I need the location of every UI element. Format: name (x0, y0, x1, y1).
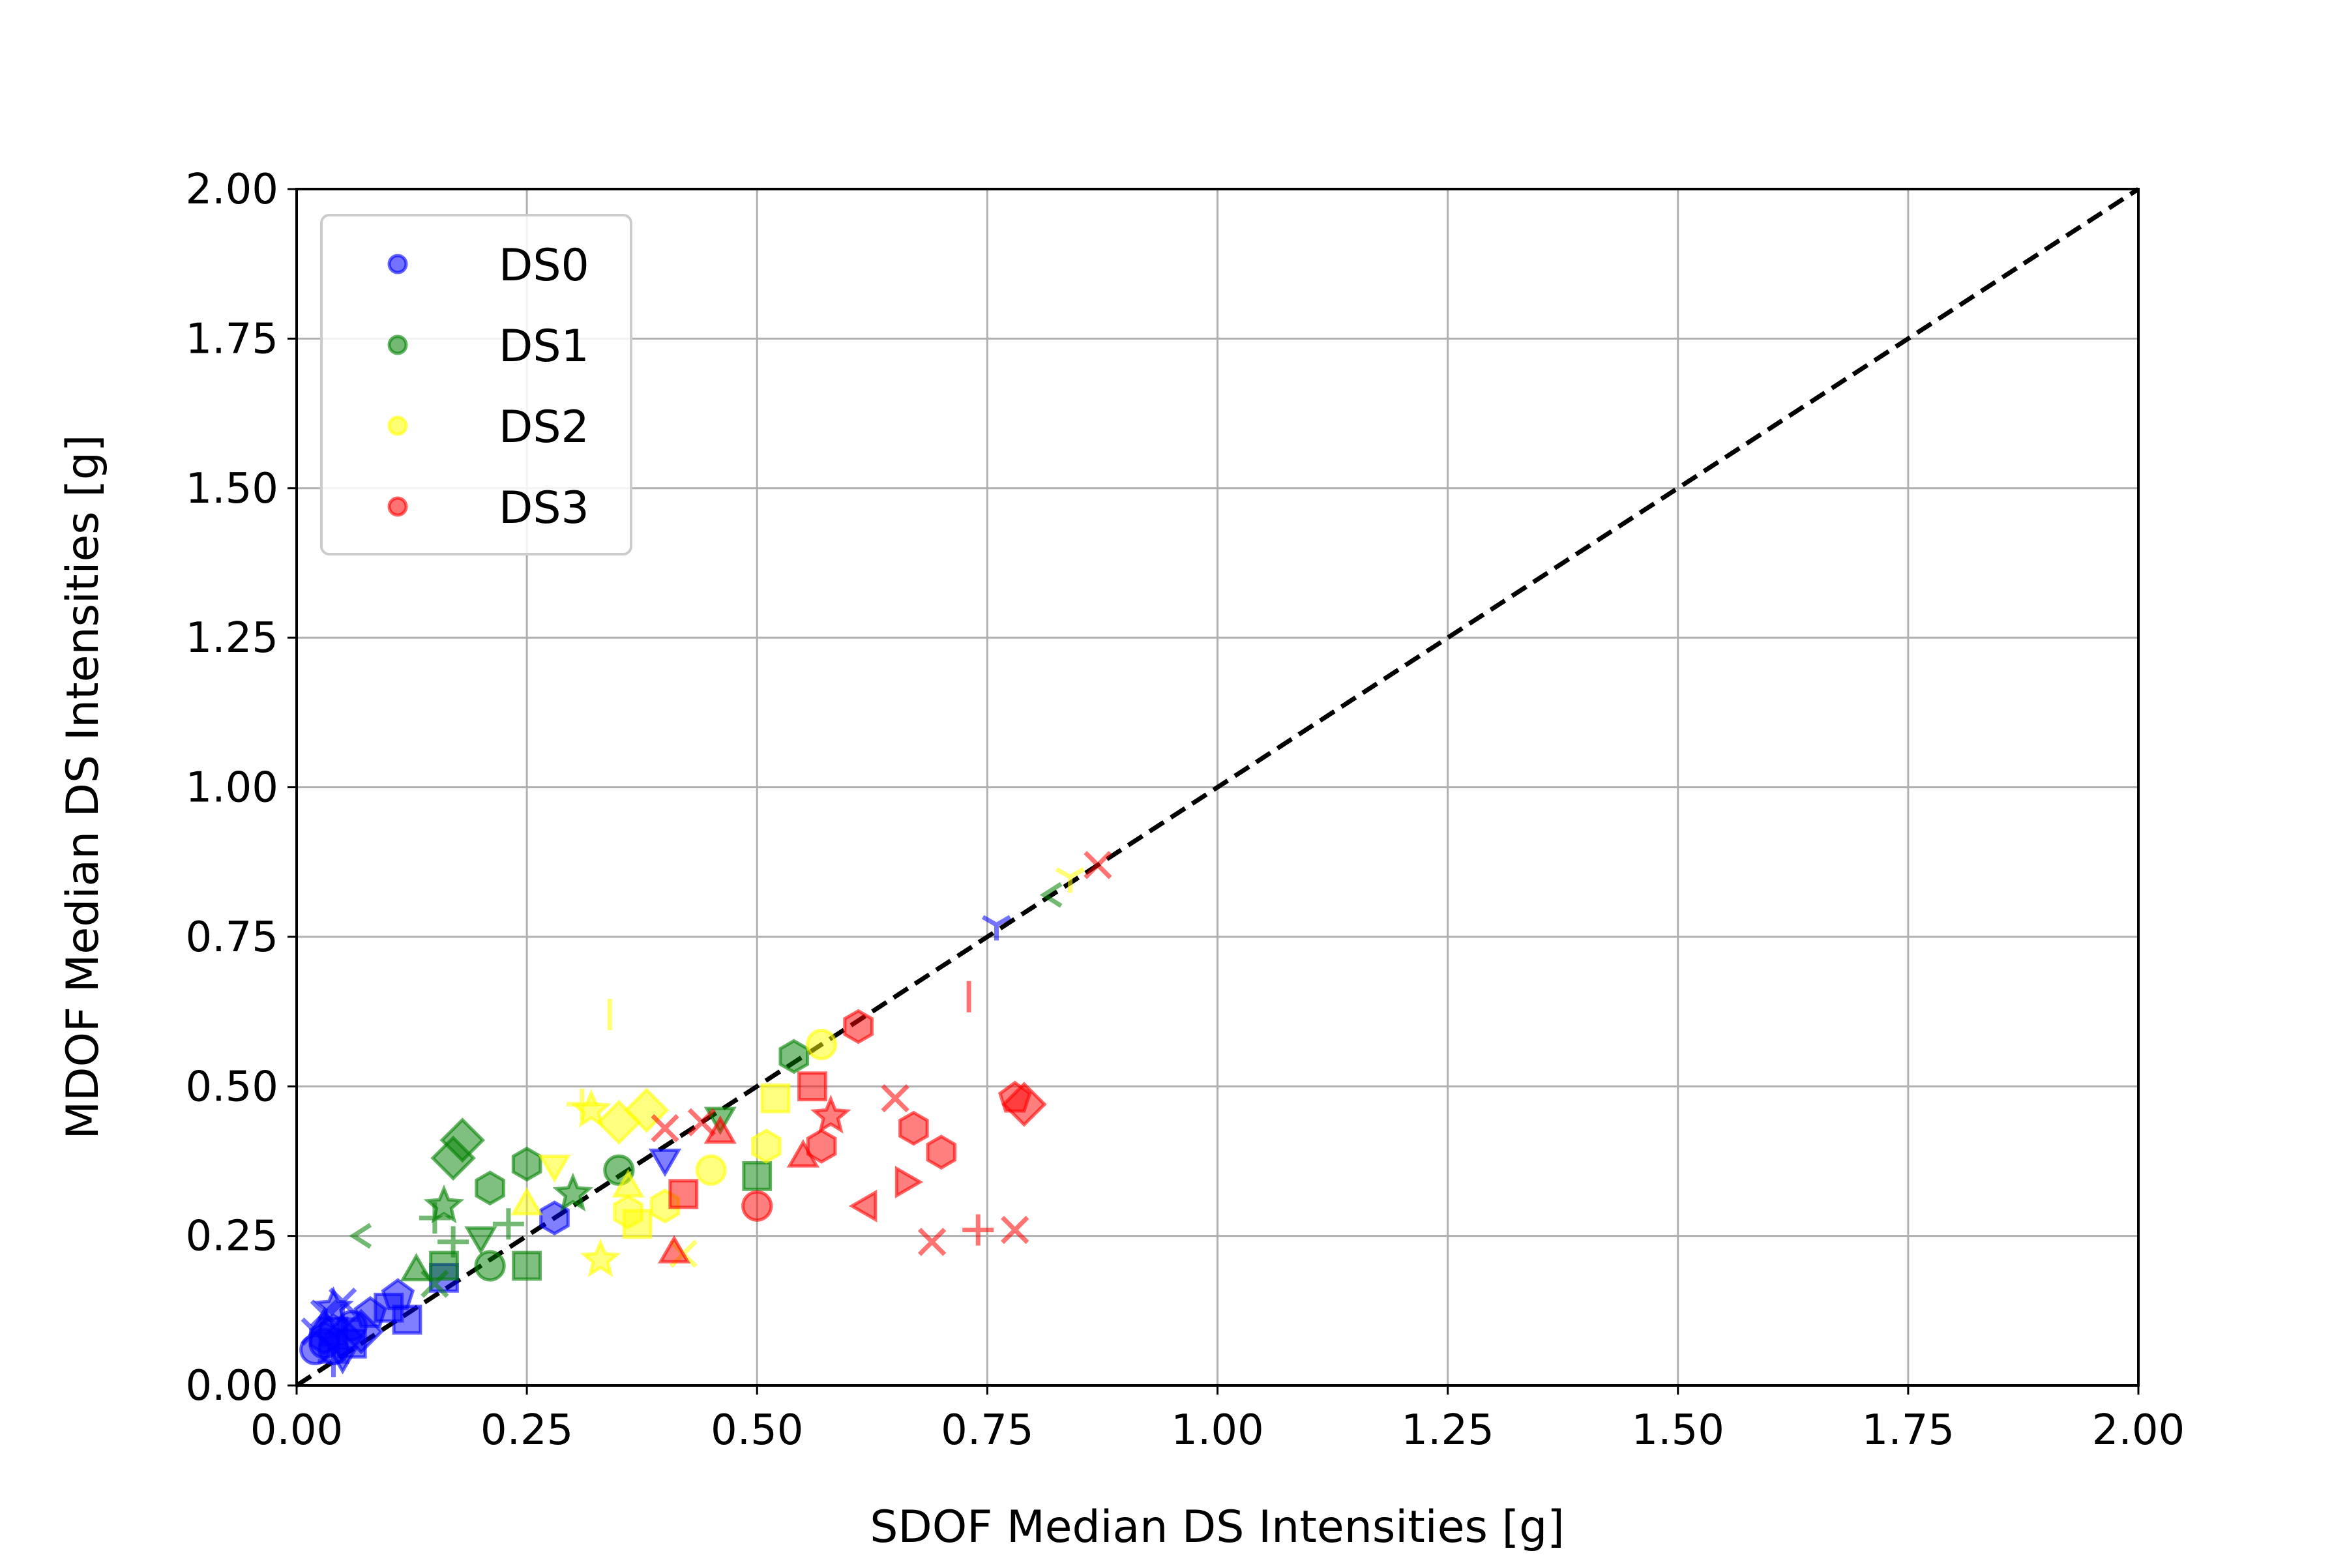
legend: DS0 DS1 DS2 DS3 (320, 214, 632, 555)
data-point (1001, 1082, 1047, 1127)
data-point (917, 1228, 947, 1256)
data-point (810, 1095, 851, 1134)
data-point (622, 1209, 653, 1239)
data-point (423, 1184, 465, 1224)
series-layer (299, 851, 1112, 1378)
data-point (760, 1083, 791, 1114)
legend-marker-ds3 (387, 496, 408, 517)
legend-label-ds3: DS3 (499, 482, 589, 534)
data-point (797, 1071, 827, 1102)
y-axis-label: MDOF Median DS Intensities [g] (57, 434, 109, 1139)
data-point (806, 1129, 837, 1164)
data-point (881, 1084, 909, 1113)
data-point (806, 1028, 838, 1061)
data-point (695, 1154, 727, 1186)
data-point (898, 1110, 929, 1146)
y-tick-label: 0.50 (186, 1063, 279, 1111)
legend-label-ds2: DS2 (499, 402, 589, 453)
y-tick-label: 1.50 (186, 465, 279, 513)
data-point (492, 1208, 524, 1240)
data-point (299, 1333, 331, 1366)
data-point (894, 1165, 924, 1199)
data-point (657, 1235, 691, 1264)
data-point (1001, 1215, 1029, 1245)
legend-label-ds1: DS1 (499, 321, 589, 372)
x-tick-label: 0.50 (711, 1406, 804, 1455)
y-axis-ticks: 0.00 0.25 0.50 0.75 1.00 1.25 1.50 1.75 2.00 (186, 166, 297, 1410)
x-tick-label: 1.25 (1401, 1406, 1494, 1455)
data-point (510, 1187, 544, 1216)
series-ds3 (651, 851, 1112, 1264)
legend-label-ds0: DS0 (499, 240, 589, 291)
x-tick-label: 1.50 (1632, 1406, 1725, 1455)
x-tick-label: 0.75 (941, 1406, 1034, 1455)
data-point (751, 1129, 782, 1164)
legend-marker-ds1 (387, 334, 408, 355)
data-point (962, 1214, 994, 1246)
y-tick-label: 1.75 (186, 315, 279, 363)
y-tick-label: 1.00 (186, 764, 279, 812)
y-tick-label: 2.00 (186, 166, 279, 214)
y-tick-label: 0.75 (186, 913, 279, 962)
x-axis-ticks: 0.00 0.25 0.50 0.75 1.00 1.25 1.50 1.75 2.00 (250, 1385, 2185, 1455)
y-tick-label: 0.00 (186, 1362, 279, 1410)
data-point (475, 1170, 505, 1206)
data-point (981, 915, 1012, 941)
data-point (439, 1117, 486, 1163)
legend-marker-ds0 (387, 254, 408, 274)
x-axis-label: SDOF Median DS Intensities [g] (870, 1501, 1565, 1553)
data-point (538, 1155, 571, 1183)
data-point (1039, 881, 1063, 908)
x-tick-label: 0.25 (480, 1406, 574, 1455)
legend-marker-ds2 (387, 415, 408, 436)
data-point (742, 1161, 773, 1191)
reference-line-1to1 (295, 187, 2140, 1387)
data-point (392, 1305, 422, 1335)
data-point (552, 1172, 594, 1212)
x-tick-label: 2.00 (2092, 1406, 2185, 1455)
data-point (1055, 867, 1085, 893)
reference-line-layer (295, 187, 2140, 1387)
x-tick-label: 0.00 (250, 1406, 344, 1455)
data-point (511, 1146, 542, 1182)
data-point (349, 1222, 372, 1249)
y-tick-label: 0.25 (186, 1213, 279, 1261)
data-point (668, 1179, 699, 1209)
series-ds2 (510, 867, 1085, 1277)
data-point (1084, 851, 1112, 880)
legend-box (320, 214, 632, 555)
data-point (429, 1250, 459, 1281)
x-tick-label: 1.00 (1171, 1406, 1264, 1455)
data-point (687, 1108, 716, 1136)
data-point (570, 1088, 612, 1128)
data-point (848, 1189, 878, 1222)
data-point (580, 1238, 621, 1277)
x-tick-label: 1.75 (1862, 1406, 1955, 1455)
data-point (464, 1226, 497, 1255)
data-point (651, 1114, 679, 1143)
data-point (648, 1148, 682, 1177)
data-point (612, 1169, 645, 1198)
data-point (778, 1039, 809, 1074)
y-tick-label: 1.25 (186, 614, 279, 662)
data-point (474, 1250, 506, 1282)
data-point (843, 1009, 874, 1044)
data-point (328, 1287, 357, 1316)
data-point (512, 1250, 542, 1281)
data-point (926, 1134, 956, 1170)
data-point (741, 1190, 773, 1222)
data-point (703, 1115, 737, 1144)
